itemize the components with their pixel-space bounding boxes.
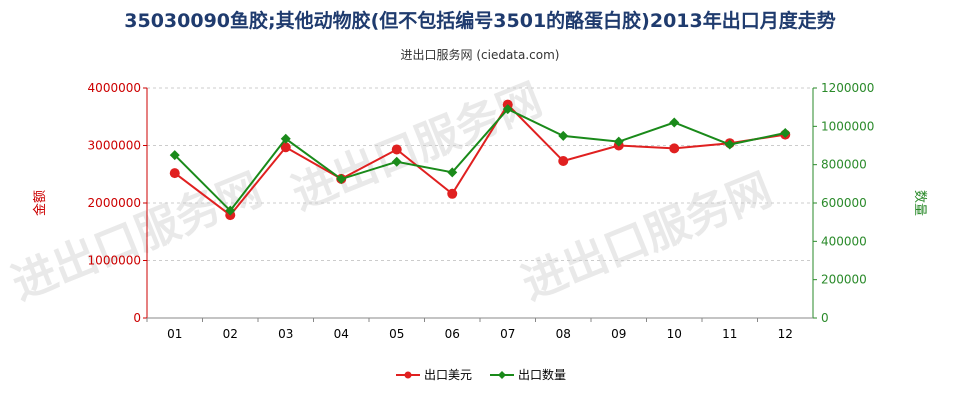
left-tick-label-1: 1000000	[88, 254, 141, 268]
series-0-point-2	[280, 142, 291, 153]
chart-title: 35030090鱼胶;其他动物胶(但不包括编号3501的酪蛋白胶)2013年出口…	[124, 10, 836, 32]
x-tick-label-3: 04	[334, 327, 349, 341]
series-line-0	[174, 103, 786, 217]
series-0-point-0	[169, 168, 180, 179]
right-tick-label-1: 200000	[821, 273, 867, 287]
x-tick-label-9: 10	[667, 327, 682, 341]
right-tick-label-2: 400000	[821, 234, 867, 248]
left-tick-label-2: 2000000	[88, 196, 141, 210]
series-0-point-5	[447, 188, 458, 199]
legend-marker-1	[498, 371, 506, 379]
watermark-1: 进出口服务网	[515, 164, 779, 310]
watermark-2: 进出口服务网	[285, 74, 549, 220]
series-1	[169, 104, 791, 216]
right-tick-label-3: 600000	[821, 196, 867, 210]
x-tick-label-10: 11	[722, 327, 737, 341]
right-axis-title: 数量	[912, 190, 927, 216]
series-1-point-4	[391, 156, 402, 167]
x-tick-label-0: 01	[167, 327, 182, 341]
x-tick-label-5: 06	[445, 327, 460, 341]
x-tick-label-7: 08	[556, 327, 571, 341]
series-1-point-8	[613, 136, 624, 147]
series-1-point-7	[558, 130, 569, 141]
left-tick-label-4: 4000000	[88, 81, 141, 95]
series-1-point-2	[280, 133, 291, 144]
right-tick-label-0: 0	[821, 311, 829, 325]
left-tick-label-3: 3000000	[88, 139, 141, 153]
legend-label-0: 出口美元	[424, 368, 472, 382]
series-1-point-0	[169, 150, 180, 161]
x-tick-label-8: 09	[611, 327, 626, 341]
x-tick-label-1: 02	[223, 327, 238, 341]
series-1-point-1	[225, 205, 236, 216]
series-1-point-5	[447, 167, 458, 178]
left-axis-title: 金额	[32, 190, 48, 216]
series-0-point-9	[669, 143, 680, 154]
right-tick-label-5: 1000000	[821, 119, 874, 133]
series-1-point-6	[502, 104, 513, 115]
legend-marker-0	[404, 371, 412, 379]
x-tick-label-11: 12	[778, 327, 793, 341]
legend-label-1: 出口数量	[518, 367, 566, 382]
series-line-1	[174, 107, 786, 213]
watermark-0: 进出口服务网	[5, 164, 269, 310]
right-tick-label-6: 1200000	[821, 81, 874, 95]
chart-subtitle: 进出口服务网 (ciedata.com)	[400, 48, 560, 62]
series-1-point-3	[336, 174, 347, 185]
x-tick-label-2: 03	[278, 327, 293, 341]
legend: 出口美元 出口数量	[396, 367, 566, 382]
left-tick-label-0: 0	[133, 311, 141, 325]
right-tick-label-4: 800000	[821, 158, 867, 172]
series-1-point-9	[669, 117, 680, 128]
series-1-point-10	[724, 139, 735, 150]
tick-labels: 0 1000000 2000000 3000000 4000000 0 200000 4000…	[32, 81, 927, 341]
x-tick-label-4: 05	[389, 327, 404, 341]
series-0-point-7	[558, 156, 569, 167]
series-1-point-11	[780, 128, 791, 139]
series-layer	[169, 99, 791, 221]
series-0-point-4	[391, 144, 402, 155]
x-tick-label-6: 07	[500, 327, 515, 341]
